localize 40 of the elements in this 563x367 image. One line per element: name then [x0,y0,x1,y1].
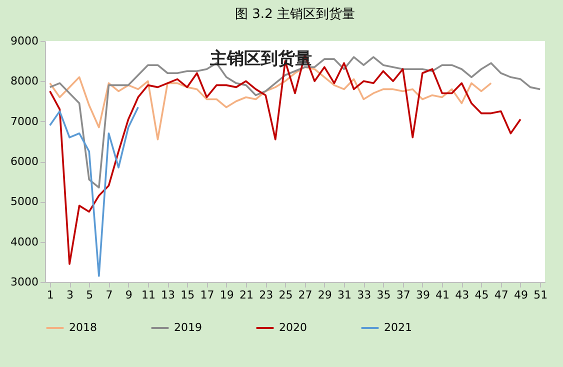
legend-label: 2018 [69,321,97,334]
x-tick-label: 19 [220,288,234,302]
x-tick-label: 43 [455,288,470,302]
x-tick-label: 23 [259,288,274,302]
y-tick-label: 3000 [10,276,38,288]
x-tick-label: 33 [357,288,372,302]
legend-label: 2020 [279,321,307,334]
y-tick-label: 8000 [10,74,38,88]
x-tick-label: 47 [494,288,508,302]
y-tick-label: 7000 [10,114,38,128]
x-tick-label: 41 [436,288,450,302]
y-tick-label: 4000 [10,235,38,248]
legend-label: 2019 [174,321,202,334]
x-tick-label: 45 [474,288,489,302]
x-tick-label: 17 [200,288,214,302]
x-tick-label: 5 [86,288,94,302]
x-tick-label: 11 [141,288,156,302]
x-tick-label: 25 [278,288,293,302]
x-tick-label: 51 [534,288,548,302]
x-tick-label: 27 [298,288,312,302]
x-tick-label: 9 [125,288,132,302]
chart-title: 图 3.2 主销区到货量 [235,6,355,22]
line-series [49,106,140,277]
x-tick-label: 35 [376,288,391,302]
x-tick-label: 49 [514,288,528,302]
x-tick-label: 13 [161,288,176,302]
x-tick-label: 3 [66,288,74,302]
y-tick-label: 6000 [10,155,38,168]
x-tick-label: 15 [180,288,195,302]
x-tick-label: 1 [46,288,54,302]
x-tick-label: 7 [106,288,113,302]
x-tick-label: 29 [318,288,332,302]
legend-label: 2021 [384,321,412,334]
x-tick-label: 21 [239,288,254,302]
x-tick-label: 37 [396,288,410,302]
line-series [49,66,492,140]
y-tick-label: 5000 [10,195,38,208]
x-tick-label: 39 [416,288,430,302]
y-tick-label: 9000 [10,34,38,48]
x-tick-label: 31 [338,288,352,302]
